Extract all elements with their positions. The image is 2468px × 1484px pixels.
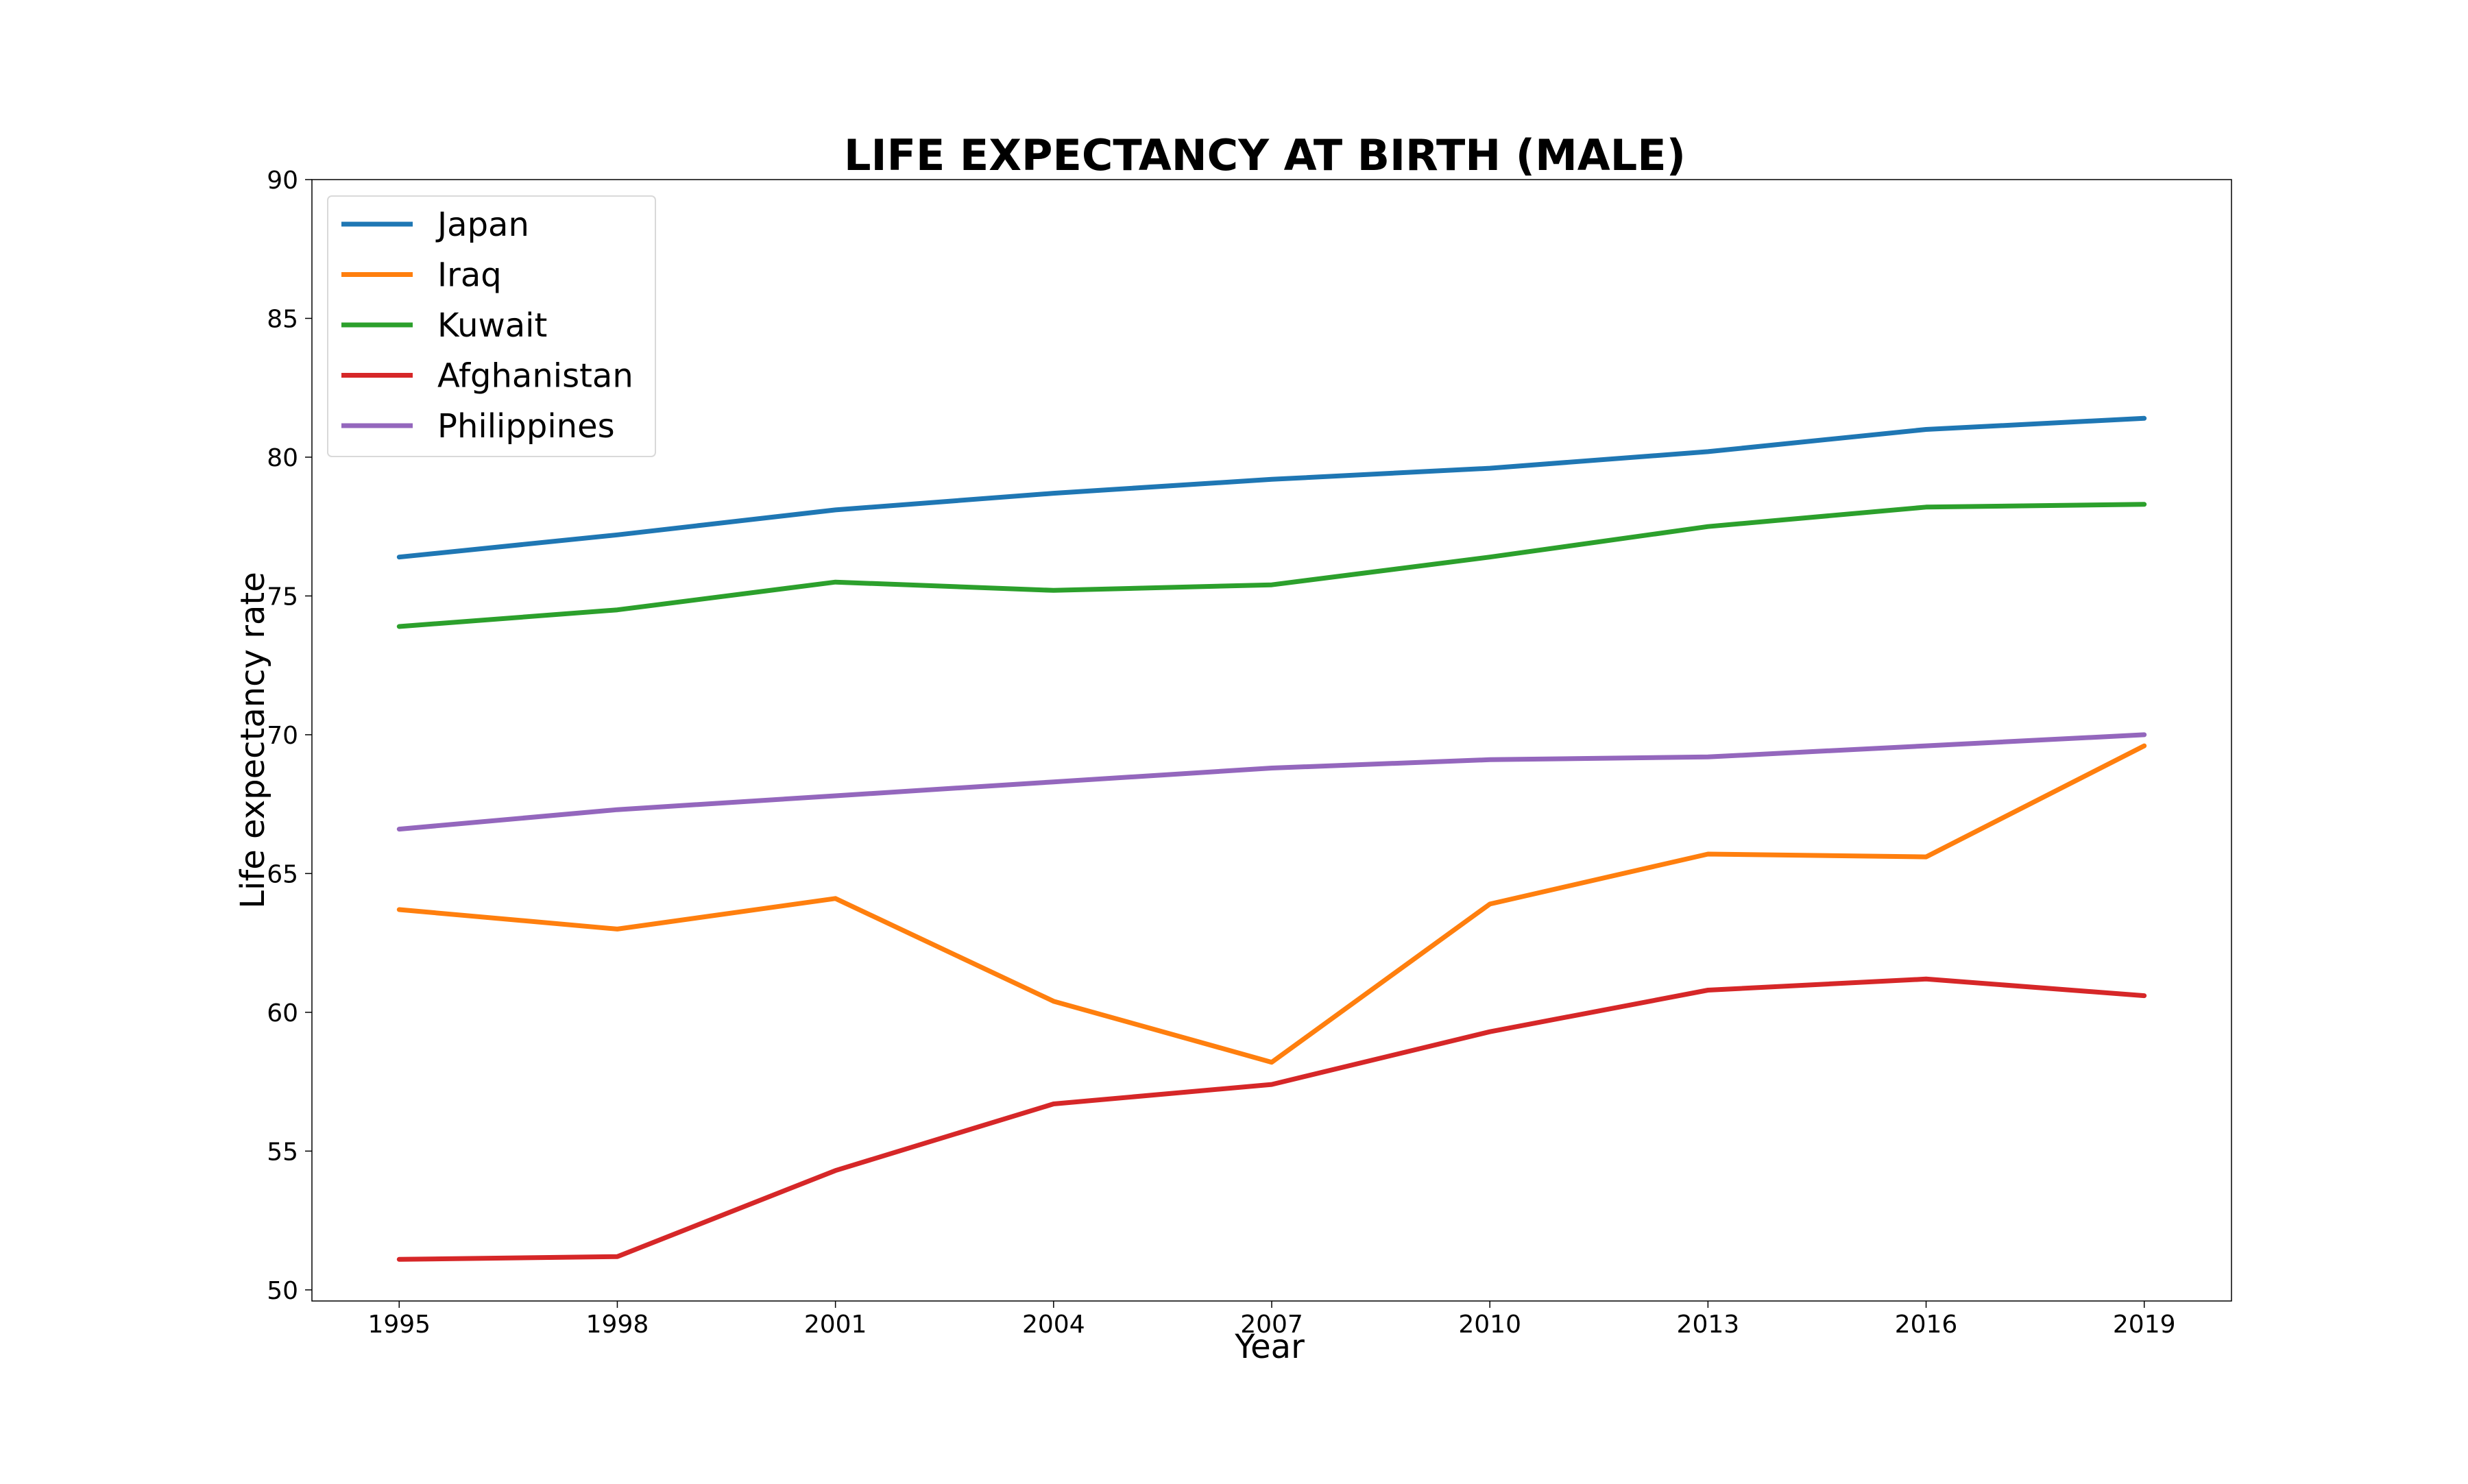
y-axis-label: Life expectancy rate — [234, 572, 272, 908]
x-axis: 1995 1998 2001 2004 2007 2010 2013 2016 2019 — [367, 1301, 2176, 1339]
series-line-japan — [396, 415, 2147, 560]
legend-box — [327, 195, 656, 457]
y-tick-label: 85 — [267, 305, 298, 333]
series-line-iraq — [396, 743, 2147, 1065]
x-tick-label: 2004 — [1022, 1311, 1085, 1339]
y-tick-label: 65 — [267, 860, 298, 888]
y-tick-label: 50 — [267, 1277, 298, 1305]
x-axis-label: Year — [1234, 1328, 1305, 1366]
legend-label-iraq: Iraq — [437, 256, 502, 295]
y-tick-label: 75 — [267, 583, 298, 611]
y-tick-label: 90 — [267, 167, 298, 195]
series-line-afghanistan — [396, 976, 2147, 1262]
x-tick-label: 2016 — [1895, 1311, 1958, 1339]
y-tick-label: 55 — [267, 1138, 298, 1166]
y-tick-label: 60 — [267, 999, 298, 1027]
x-tick-label: 2001 — [804, 1311, 867, 1339]
series-line-philippines — [396, 732, 2147, 832]
x-tick-label: 2013 — [1677, 1311, 1740, 1339]
chart-title: LIFE EXPECTANCY AT BIRTH (MALE) — [844, 130, 1686, 180]
legend: Japan Iraq Kuwait Afghanistan Philippines — [327, 195, 656, 457]
x-tick-label: 1998 — [586, 1311, 649, 1339]
legend-label-kuwait: Kuwait — [437, 306, 547, 345]
x-tick-label: 2010 — [1458, 1311, 1521, 1339]
legend-label-philippines: Philippines — [437, 407, 615, 446]
y-tick-label: 80 — [267, 444, 298, 472]
series-layer — [396, 415, 2147, 1262]
series-line-kuwait — [396, 502, 2147, 629]
legend-label-japan: Japan — [435, 206, 529, 244]
legend-label-afghanistan: Afghanistan — [437, 357, 633, 396]
y-axis: 50 55 60 65 70 75 80 85 90 — [267, 167, 312, 1305]
y-tick-label: 70 — [267, 722, 298, 750]
x-tick-label: 2007 — [1240, 1311, 1303, 1339]
x-tick-label: 2019 — [2113, 1311, 2176, 1339]
x-tick-label: 1995 — [367, 1311, 431, 1339]
